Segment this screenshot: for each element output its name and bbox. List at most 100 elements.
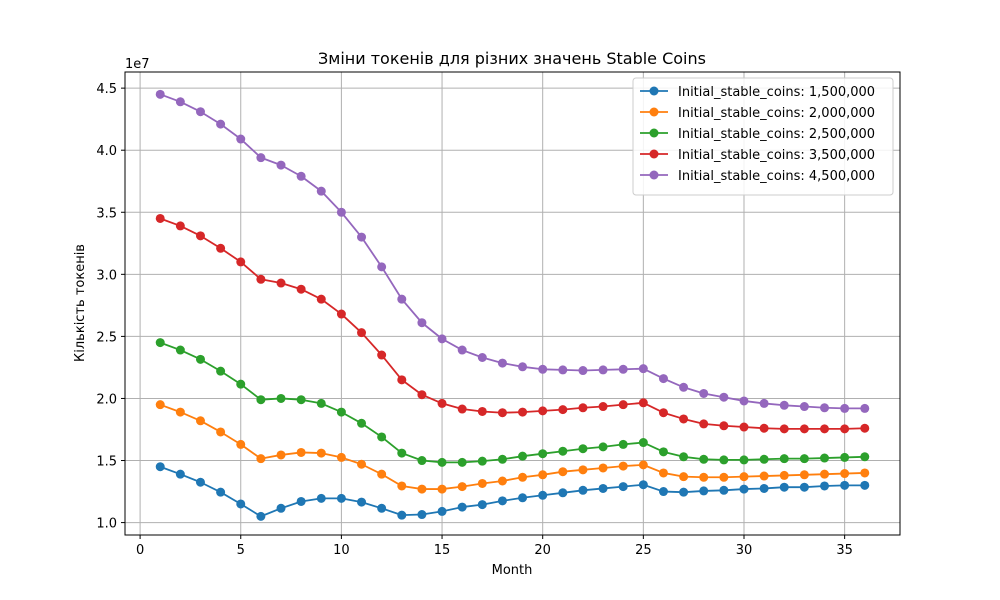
data-point: [155, 89, 165, 99]
data-point: [497, 476, 507, 486]
y-tick-label: 1.0: [96, 517, 117, 532]
series: [155, 462, 870, 521]
data-point: [779, 400, 789, 410]
data-point: [719, 472, 729, 482]
data-point: [518, 407, 528, 417]
data-point: [679, 487, 689, 497]
data-point: [417, 318, 427, 328]
data-point: [840, 480, 850, 490]
x-tick-label: 5: [237, 543, 245, 558]
data-point: [598, 463, 608, 473]
data-point: [719, 455, 729, 465]
data-point: [377, 350, 387, 360]
data-point: [598, 402, 608, 412]
data-point: [860, 403, 870, 413]
data-point: [618, 482, 628, 492]
legend-label: Initial_stable_coins: 4,500,000: [678, 169, 875, 184]
data-point: [578, 444, 588, 454]
x-axis-title: Month: [492, 563, 533, 578]
series: [155, 89, 870, 413]
y-axis-title: Кількість токенів: [73, 244, 88, 362]
data-point: [820, 424, 830, 434]
data-point: [658, 447, 668, 457]
data-point: [336, 207, 346, 217]
data-point: [155, 462, 165, 472]
data-point: [417, 484, 427, 494]
data-point: [638, 460, 648, 470]
data-point: [417, 390, 427, 400]
data-point: [518, 493, 528, 503]
data-point: [658, 408, 668, 418]
data-point: [256, 511, 266, 521]
data-point: [497, 496, 507, 506]
data-point: [357, 418, 367, 428]
y-tick-label: 2.0: [96, 392, 117, 407]
data-point: [759, 471, 769, 481]
data-point: [195, 231, 205, 241]
data-point: [739, 484, 749, 494]
y-tick-label: 4.0: [96, 144, 117, 159]
x-tick-label: 30: [736, 543, 753, 558]
data-point: [195, 477, 205, 487]
data-point: [820, 403, 830, 413]
legend-item: Initial_stable_coins: 3,500,000: [640, 148, 875, 163]
data-point: [296, 496, 306, 506]
data-point: [820, 453, 830, 463]
data-point: [377, 503, 387, 513]
plot-frame: [124, 71, 901, 536]
data-point: [216, 427, 226, 437]
data-point: [316, 448, 326, 458]
data-point: [658, 374, 668, 384]
legend-item: Initial_stable_coins: 2,500,000: [640, 127, 875, 142]
data-point: [316, 186, 326, 196]
data-point: [236, 379, 246, 389]
data-point: [860, 423, 870, 433]
y-tick-label: 2.5: [96, 330, 117, 345]
data-point: [598, 483, 608, 493]
data-point: [578, 485, 588, 495]
data-point: [578, 465, 588, 475]
y-axis-offset-label: 1e7: [125, 57, 150, 72]
data-point: [357, 232, 367, 242]
data-point: [658, 487, 668, 497]
data-point: [699, 419, 709, 429]
legend-swatch-marker: [649, 86, 659, 96]
data-point: [799, 454, 809, 464]
data-point: [578, 366, 588, 376]
legend-label: Initial_stable_coins: 2,500,000: [678, 127, 875, 142]
data-point: [840, 424, 850, 434]
data-point: [538, 490, 548, 500]
data-point: [658, 468, 668, 478]
data-point: [558, 405, 568, 415]
y-tick-label: 4.5: [96, 82, 117, 97]
series-line: [159, 465, 865, 518]
data-point: [457, 404, 467, 414]
data-point: [457, 502, 467, 512]
data-point: [860, 452, 870, 462]
series: [155, 338, 870, 467]
data-point: [518, 362, 528, 372]
data-point: [558, 446, 568, 456]
data-point: [316, 493, 326, 503]
data-point: [175, 97, 185, 107]
series-line: [159, 403, 865, 490]
data-point: [538, 449, 548, 459]
legend-label: Initial_stable_coins: 3,500,000: [678, 148, 875, 163]
data-point: [598, 442, 608, 452]
data-point: [437, 457, 447, 467]
data-point: [195, 107, 205, 117]
data-point: [296, 395, 306, 405]
x-tick-label: 0: [136, 543, 144, 558]
data-point: [195, 416, 205, 426]
data-point: [175, 407, 185, 417]
legend-label: Initial_stable_coins: 1,500,000: [678, 85, 875, 100]
data-point: [699, 472, 709, 482]
data-point: [679, 414, 689, 424]
data-point: [779, 454, 789, 464]
chart-title: Зміни токенів для різних значень Stable …: [318, 49, 706, 68]
data-point: [638, 364, 648, 374]
data-point: [256, 454, 266, 464]
data-point: [236, 499, 246, 509]
y-tick-label: 3.0: [96, 268, 117, 283]
x-tick-label: 20: [534, 543, 551, 558]
